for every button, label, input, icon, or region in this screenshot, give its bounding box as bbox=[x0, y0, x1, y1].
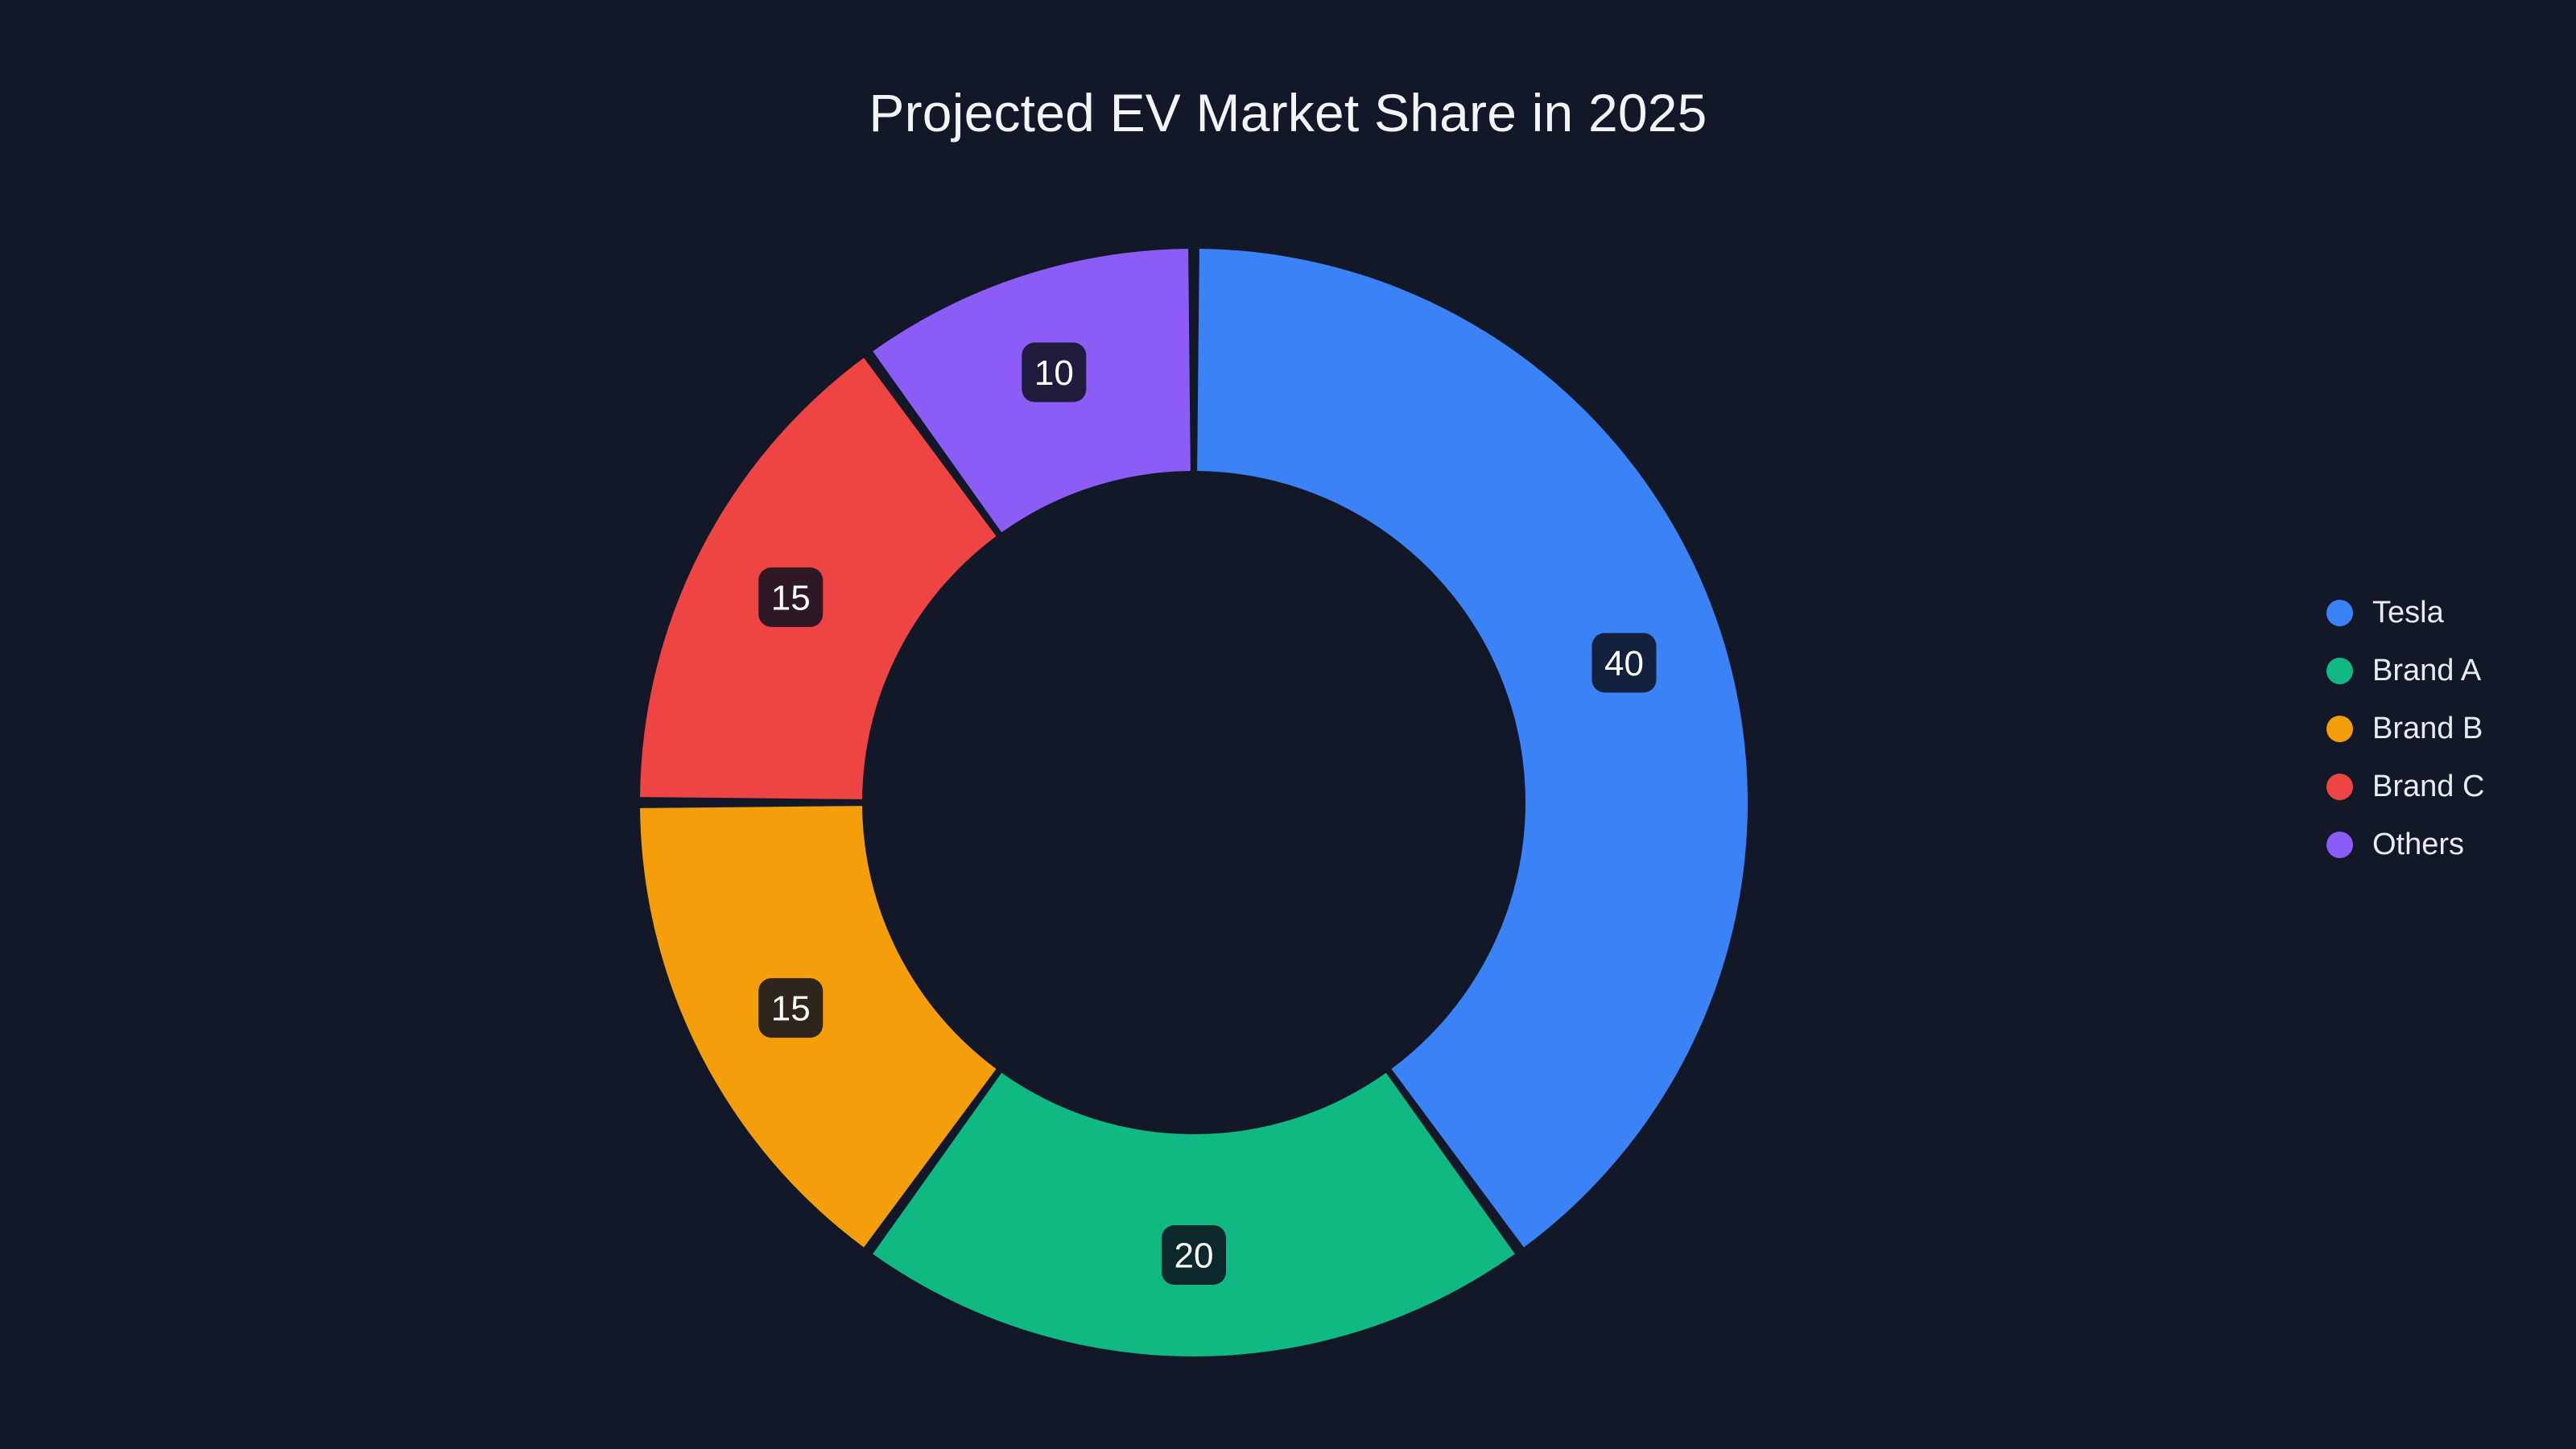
donut-slice[interactable] bbox=[1197, 249, 1748, 1248]
legend-swatch-icon bbox=[2326, 715, 2353, 742]
slice-value-label-text: 10 bbox=[1034, 353, 1074, 393]
legend-item-label: Tesla bbox=[2372, 596, 2444, 630]
slice-value-label-box bbox=[1022, 342, 1087, 402]
slice-value-label-box bbox=[758, 567, 824, 627]
slice-value-label: 40 bbox=[1591, 633, 1657, 693]
legend-item-brand-b[interactable]: Brand B bbox=[2326, 700, 2484, 758]
chart-legend: Tesla Brand A Brand B Brand C Others bbox=[2326, 584, 2484, 873]
slice-value-label-text: 15 bbox=[771, 578, 811, 617]
legend-swatch-icon bbox=[2326, 831, 2353, 858]
legend-swatch-icon bbox=[2326, 773, 2353, 800]
legend-swatch-icon bbox=[2326, 599, 2353, 626]
legend-item-label: Brand A bbox=[2372, 654, 2482, 687]
slice-value-label-box bbox=[758, 978, 824, 1038]
slice-value-label-text: 20 bbox=[1174, 1236, 1214, 1276]
legend-item-brand-a[interactable]: Brand A bbox=[2326, 642, 2484, 700]
chart-title: Projected EV Market Share in 2025 bbox=[869, 83, 1707, 142]
donut-slice[interactable] bbox=[873, 1072, 1515, 1356]
slice-value-label-text: 40 bbox=[1604, 644, 1644, 683]
slice-value-label: 15 bbox=[758, 567, 824, 627]
slice-value-label: 20 bbox=[1162, 1225, 1226, 1285]
legend-item-tesla[interactable]: Tesla bbox=[2326, 584, 2484, 642]
legend-item-others[interactable]: Others bbox=[2326, 815, 2484, 873]
slice-value-label-box bbox=[1162, 1225, 1226, 1285]
legend-swatch-icon bbox=[2326, 657, 2353, 684]
slice-value-label-text: 15 bbox=[771, 989, 811, 1029]
legend-item-brand-c[interactable]: Brand C bbox=[2326, 758, 2484, 815]
legend-item-label: Others bbox=[2372, 828, 2465, 861]
slice-value-label: 15 bbox=[758, 978, 824, 1038]
legend-item-label: Brand B bbox=[2372, 712, 2483, 745]
slice-value-label: 10 bbox=[1022, 342, 1087, 402]
legend-item-label: Brand C bbox=[2372, 770, 2485, 803]
slice-value-label-box bbox=[1591, 633, 1657, 693]
